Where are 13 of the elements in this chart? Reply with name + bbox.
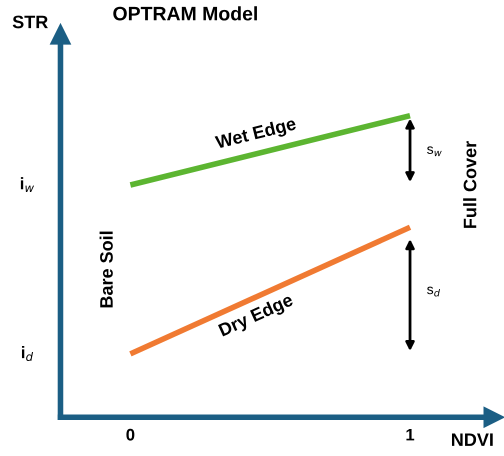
x-tick-label: 0	[126, 428, 134, 441]
annotation: s$_{d}$	[427, 286, 440, 297]
text: Dry Edge	[218, 292, 296, 340]
text: Wet Edge	[214, 116, 298, 152]
text: i$_{w}$	[20, 177, 34, 192]
x-axis-title: NDVI	[452, 433, 493, 446]
annotation: Bare Soil	[100, 232, 113, 308]
x-tick-label: 1	[406, 428, 414, 440]
chart-title: OPTRAM Model	[113, 6, 257, 21]
text: i$_{d}$	[22, 346, 34, 362]
annotation: Full Cover	[463, 141, 476, 228]
y-axis-title: STR	[12, 16, 48, 28]
annotation: s$_{w}$	[427, 146, 442, 156]
